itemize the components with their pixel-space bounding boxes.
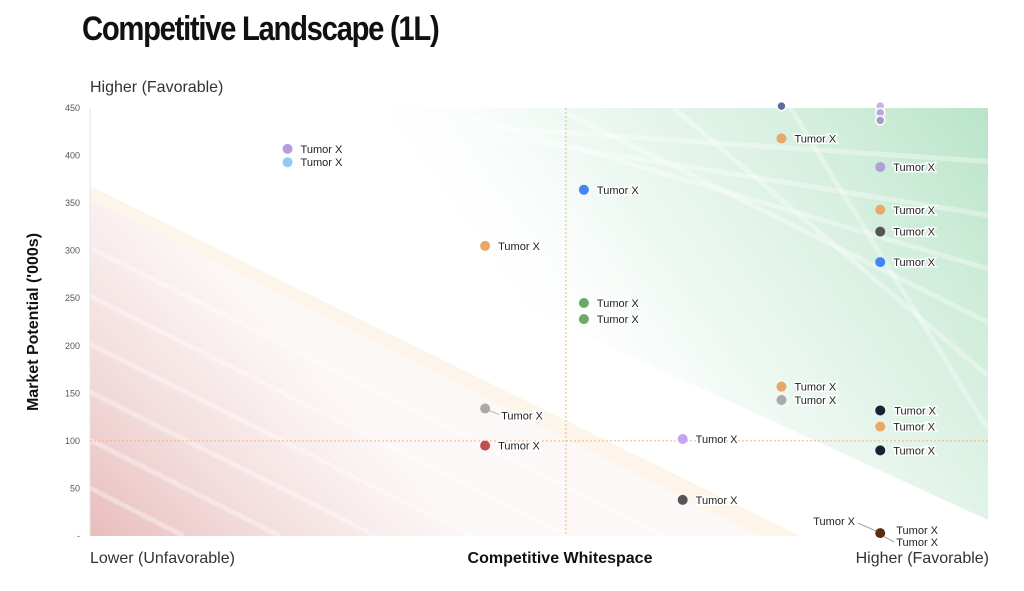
data-point (480, 240, 491, 251)
favorable-band-line (788, 108, 988, 431)
point-label: Tumor X (794, 133, 836, 145)
favorable-band-line (555, 108, 988, 325)
unfavorable-zone-bands (90, 245, 666, 536)
data-point (875, 445, 886, 456)
unfavorable-band-line (90, 293, 570, 536)
point-label: Tumor X (893, 257, 935, 269)
data-point (480, 403, 491, 414)
data-point (578, 297, 589, 308)
data-point (282, 143, 293, 154)
favorable-zone-bands (206, 108, 988, 431)
y-tick-label: 100 (65, 436, 80, 446)
label-leader-lines (488, 410, 500, 415)
data-point (578, 314, 589, 325)
data-point (875, 226, 886, 237)
favorable-band-line (206, 108, 988, 165)
data-point (677, 494, 688, 505)
data-point (776, 394, 787, 405)
y-tick-label: 400 (65, 151, 80, 161)
leader-line (858, 522, 877, 532)
extra-point-label: Tumor X (896, 537, 938, 549)
x-axis-left-label: Lower (Unfavorable) (90, 550, 235, 567)
reference-lines (90, 108, 988, 536)
extra-point-label: Tumor X (813, 516, 855, 528)
data-point (875, 405, 886, 416)
unfavorable-band-line (90, 437, 282, 536)
point-label: Tumor X (597, 298, 639, 310)
leader-line (488, 410, 500, 415)
point-label: Tumor X (893, 205, 935, 217)
favorable-zone (90, 108, 988, 520)
point-label: Tumor X (893, 445, 935, 457)
point-label: Tumor X (597, 185, 639, 197)
data-point (776, 133, 787, 144)
data-point (875, 528, 886, 539)
point-label: Tumor X (894, 405, 936, 417)
data-point (677, 433, 688, 444)
point-label: Tumor X (301, 144, 343, 156)
chart-title: Competitive Landscape (1L) (82, 10, 440, 48)
y-tick-label: 450 (65, 103, 80, 113)
favorable-band-line (323, 108, 988, 218)
data-point (874, 115, 886, 126)
y-tick-label: 250 (65, 293, 80, 303)
y-tick-label-min: - (77, 531, 80, 541)
point-label: Tumor X (794, 382, 836, 394)
favorable-band-line (672, 108, 988, 378)
point-label: Tumor X (893, 227, 935, 239)
y-axis-top-label: Higher (Favorable) (90, 79, 224, 96)
unfavorable-band-line (90, 245, 666, 536)
point-label: Tumor X (301, 157, 343, 169)
data-point (875, 204, 886, 215)
point-label: Tumor X (794, 395, 836, 407)
x-axis-label: Competitive Whitespace (467, 550, 653, 567)
point-label: Tumor X (498, 241, 540, 253)
y-tick-label: 300 (65, 246, 80, 256)
data-point (776, 100, 787, 112)
point-label: Tumor X (597, 314, 639, 326)
point-label: Tumor X (696, 434, 738, 446)
x-axis-right-label: Higher (Favorable) (855, 550, 989, 567)
unfavorable-band-line (90, 389, 378, 536)
unfavorable-zone (90, 200, 760, 536)
unfavorable-band-line (90, 341, 474, 536)
data-point (875, 257, 886, 268)
data-point (776, 381, 787, 392)
favorable-band-line (439, 108, 988, 272)
y-tick-label: 200 (65, 341, 80, 351)
unfavorable-band-line (90, 485, 186, 536)
leader-line (883, 535, 895, 543)
data-point (480, 440, 491, 451)
point-label: Tumor X (498, 441, 540, 453)
y-tick-label: 150 (65, 388, 80, 398)
y-tick-label: 350 (65, 198, 80, 208)
data-point (282, 157, 293, 168)
point-label: Tumor X (893, 162, 935, 174)
y-tick-label: 50 (70, 483, 80, 493)
caution-band (90, 186, 800, 536)
point-label: Tumor X (896, 525, 938, 537)
data-point (875, 421, 886, 432)
data-point (875, 161, 886, 172)
point-label: Tumor X (893, 422, 935, 434)
data-point (578, 184, 589, 195)
point-label: Tumor X (501, 411, 543, 423)
point-label: Tumor X (696, 495, 738, 507)
y-axis-ticks: 50 100 150 200 250 300 350 400 450 - (65, 103, 80, 541)
